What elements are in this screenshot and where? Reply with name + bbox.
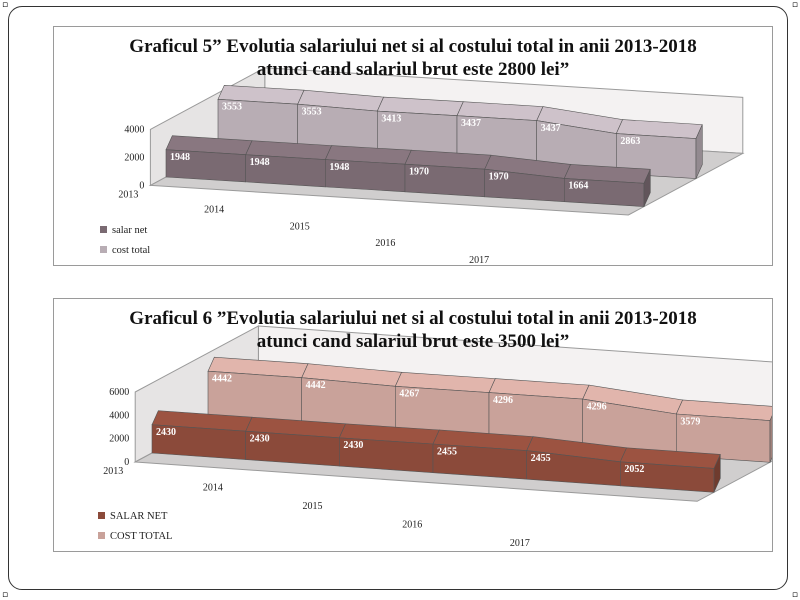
data-label-cost-total: 4296 [493, 395, 513, 406]
data-label-salar-net: 1664 [568, 181, 588, 192]
ribbon-end-cost-total [695, 124, 703, 179]
data-label-salar-net: 1970 [409, 166, 429, 177]
ribbon-end-salar-net [643, 169, 651, 207]
data-label-cost-total: 3553 [302, 106, 322, 117]
data-label-salar-net: 1970 [489, 171, 509, 182]
data-label-salar-net: 1948 [329, 162, 349, 173]
x-tick-label: 2013 [103, 466, 123, 477]
ribbon-end-cost-total [769, 415, 772, 463]
legend-label-salar-net: SALAR NET [110, 511, 168, 522]
data-label-cost-total: 3579 [680, 416, 700, 427]
x-tick-label: 2017 [469, 255, 489, 265]
ribbon-end-salar-net [713, 454, 721, 493]
data-label-salar-net: 2430 [156, 427, 176, 438]
data-label-salar-net: 1948 [250, 157, 270, 168]
x-tick-label: 2016 [375, 238, 395, 249]
data-label-salar-net: 2052 [624, 464, 644, 475]
data-label-salar-net: 2455 [437, 446, 457, 457]
x-tick-label: 2017 [510, 538, 530, 549]
y-tick-label: 2000 [109, 434, 129, 445]
corner-mark-top-right: ▫ [791, 0, 798, 10]
y-tick-label: 2000 [124, 152, 144, 163]
x-tick-label: 2015 [290, 221, 310, 232]
data-label-cost-total: 3437 [541, 123, 561, 134]
y-tick-label: 4000 [109, 410, 129, 421]
data-label-salar-net: 2455 [531, 453, 551, 464]
y-tick-label: 0 [124, 457, 129, 468]
data-label-cost-total: 4442 [212, 373, 232, 384]
legend-swatch-cost-total [98, 532, 105, 539]
legend-swatch-salar-net [98, 512, 105, 519]
legend-label-cost-total: cost total [112, 245, 150, 256]
x-tick-label: 2014 [204, 204, 224, 215]
legend-swatch-salar-net [100, 226, 107, 233]
data-label-salar-net: 2430 [250, 433, 270, 444]
legend-swatch-cost-total [100, 246, 107, 253]
legend-label-salar-net: salar net [112, 225, 147, 236]
data-label-salar-net: 1948 [170, 152, 190, 163]
chart-6-svg: 0 2000 4000 6000 4442 4442 4267 4296 4296 3579 243… [98, 325, 772, 549]
x-tick-label: 2016 [402, 520, 422, 531]
page-frame [8, 6, 788, 590]
corner-mark-top-left: ▫ [2, 0, 9, 10]
data-label-cost-total: 2863 [620, 136, 640, 147]
x-tick-label: 2014 [203, 483, 223, 494]
data-label-cost-total: 3413 [381, 113, 401, 124]
data-label-cost-total: 3553 [222, 102, 242, 113]
legend-label-cost-total: COST TOTAL [110, 531, 172, 542]
data-label-cost-total: 4296 [587, 401, 607, 412]
corner-mark-bottom-right: ▫ [791, 590, 798, 600]
data-label-cost-total: 3437 [461, 118, 481, 129]
data-label-cost-total: 4442 [306, 380, 326, 391]
data-label-salar-net: 2430 [343, 440, 363, 451]
corner-mark-bottom-left: ▫ [2, 590, 9, 600]
x-tick-label: 2013 [118, 189, 138, 200]
chart-panel-6: 0 2000 4000 6000 4442 4442 4267 4296 4296 3579 243… [53, 298, 773, 552]
x-tick-label: 2015 [303, 501, 323, 512]
y-tick-label: 4000 [124, 124, 144, 135]
chart-5-svg: 0 2000 4000 3553 3553 3413 3437 3437 2863 1948 194… [100, 66, 745, 265]
y-tick-label: 6000 [109, 387, 129, 398]
data-label-cost-total: 4267 [399, 389, 419, 400]
y-tick-label: 0 [139, 180, 144, 191]
chart-panel-5: 0 2000 4000 3553 3553 3413 3437 3437 2863 1948 194… [53, 26, 773, 266]
chart-6-title: Graficul 6 ”Evolutia salariului net si a… [129, 308, 697, 352]
chart-5-title: Graficul 5” Evolutia salariului net si a… [129, 36, 697, 80]
